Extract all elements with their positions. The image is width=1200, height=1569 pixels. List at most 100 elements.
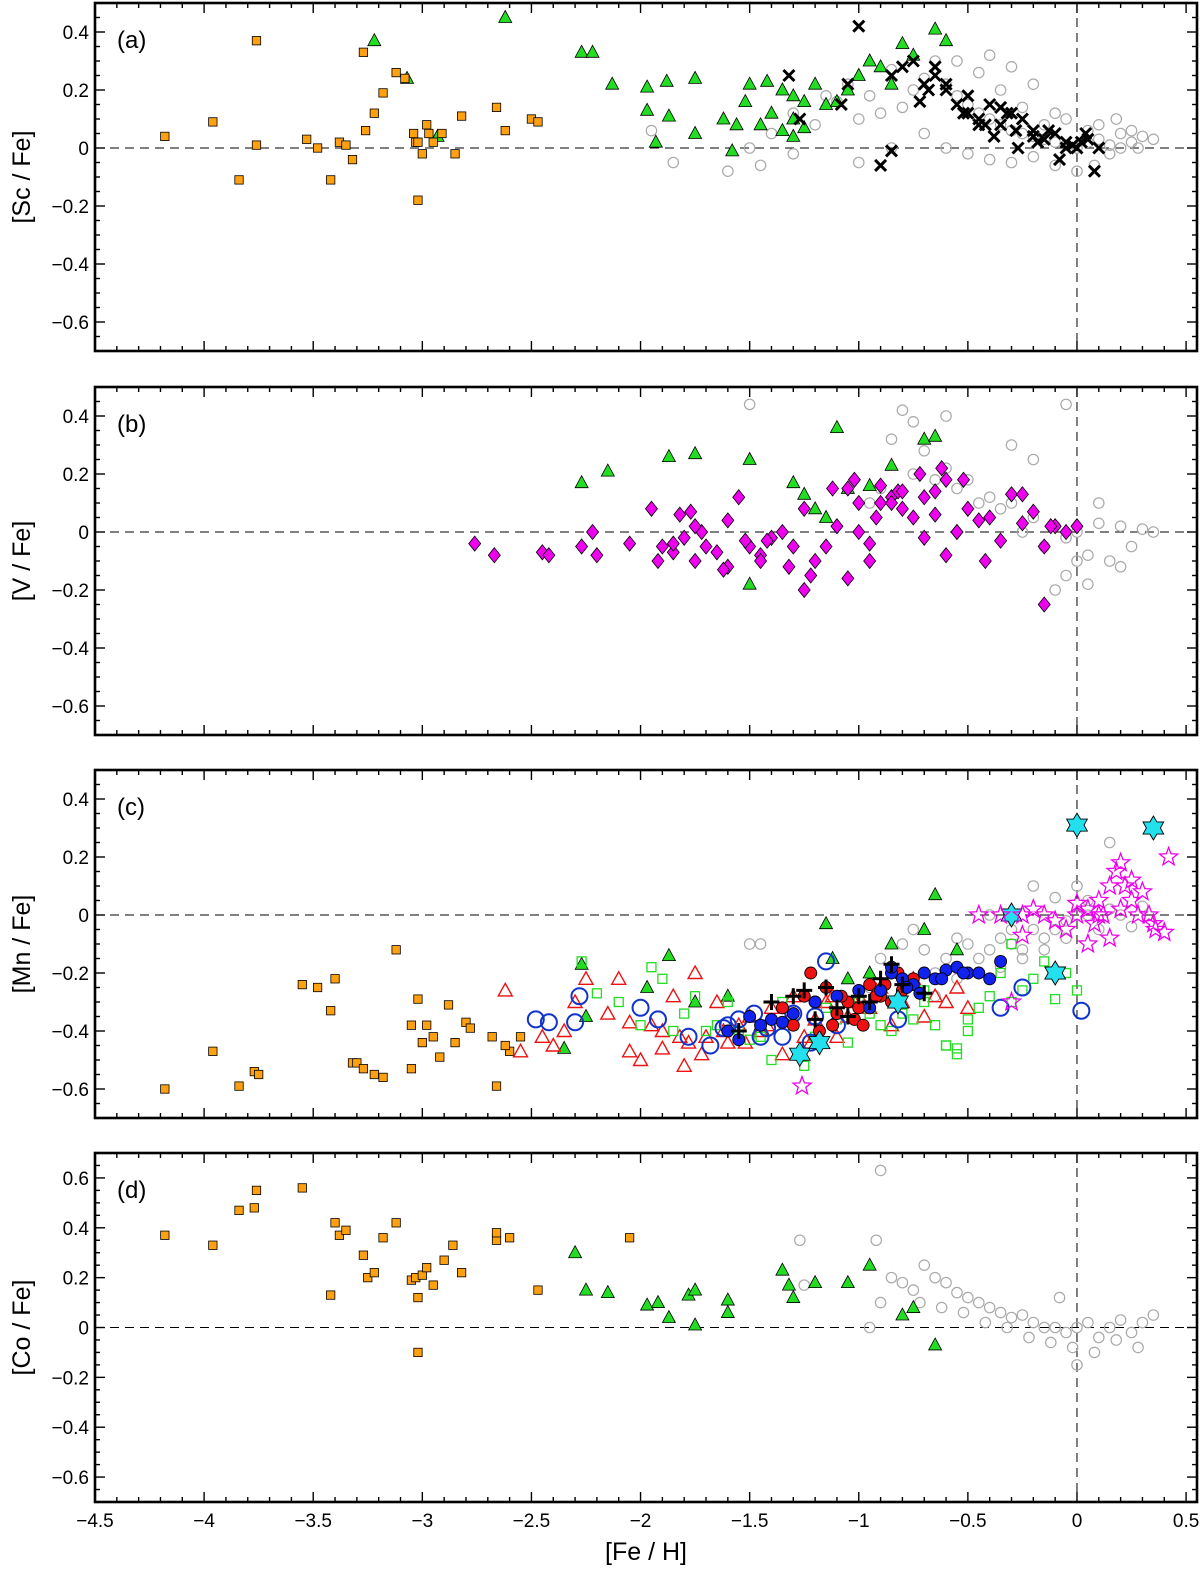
x-tick-label: 0.5 bbox=[1173, 1511, 1199, 1532]
x-tick-label: −2 bbox=[630, 1511, 652, 1532]
data-point-triangle-green bbox=[742, 451, 757, 465]
data-point-open-circle-gray bbox=[940, 410, 952, 422]
data-point-triangle-green bbox=[786, 474, 801, 489]
data-point-open-square-green bbox=[679, 1008, 690, 1019]
data-point-open-circle-blue bbox=[570, 987, 589, 1006]
data-point-cross-black bbox=[906, 54, 920, 68]
data-point-square-orange bbox=[625, 1233, 635, 1243]
data-point-open-circle-gray bbox=[1071, 880, 1083, 892]
data-point-open-circle-gray bbox=[994, 119, 1007, 131]
data-point-triangle-green bbox=[574, 474, 589, 489]
data-point-diamond-magenta bbox=[542, 547, 556, 564]
data-point-open-circle-gray bbox=[951, 932, 963, 944]
data-point-diamond-magenta bbox=[913, 465, 927, 483]
data-point-square-orange bbox=[428, 1032, 438, 1042]
data-points bbox=[160, 9, 1180, 1371]
data-point-plus-black bbox=[872, 970, 889, 987]
data-point-triangle-green bbox=[661, 108, 677, 122]
data-point-open-circle-gray bbox=[940, 952, 952, 965]
data-point-open-circle-gray bbox=[1005, 1311, 1018, 1324]
data-point-open-circle-gray bbox=[1136, 130, 1149, 143]
data-point-square-orange bbox=[341, 140, 351, 150]
data-point-square-orange bbox=[450, 1038, 460, 1048]
panel-points bbox=[160, 1164, 1160, 1371]
data-point-open-circle-gray bbox=[1103, 555, 1116, 567]
data-point-open-circle-gray bbox=[1093, 517, 1105, 530]
data-point-diamond-magenta bbox=[852, 494, 866, 512]
series-triangle-green bbox=[567, 1244, 943, 1351]
data-point-triangle-green bbox=[556, 1040, 572, 1054]
data-point-open-triangle-red bbox=[621, 1013, 638, 1029]
data-point-triangle-green bbox=[639, 79, 655, 93]
data-point-diamond-magenta bbox=[869, 509, 883, 526]
data-point-diamond-magenta bbox=[710, 544, 724, 561]
data-point-open-triangle-red bbox=[883, 1016, 900, 1032]
data-point-open-circle-gray bbox=[1093, 133, 1105, 146]
data-point-square-orange bbox=[341, 1225, 351, 1235]
data-point-diamond-magenta bbox=[874, 477, 888, 494]
data-point-open-star-magenta bbox=[1131, 880, 1154, 901]
data-point-star-cyan bbox=[1000, 902, 1023, 928]
data-point-triangle-green bbox=[600, 1284, 615, 1298]
data-point-open-circle-gray bbox=[1005, 156, 1018, 169]
y-tick-label: 0.2 bbox=[63, 848, 89, 869]
data-point-open-circle-gray bbox=[972, 66, 985, 79]
data-point-open-circle-gray bbox=[962, 1291, 974, 1304]
series-square-orange bbox=[160, 36, 543, 205]
data-point-open-triangle-red bbox=[693, 1045, 710, 1061]
data-point-open-circle-gray bbox=[765, 127, 778, 140]
data-point-open-circle-gray bbox=[1049, 159, 1061, 172]
data-point-triangle-green bbox=[829, 419, 845, 434]
data-point-open-circle-gray bbox=[885, 1271, 898, 1284]
data-point-cross-black bbox=[922, 83, 936, 97]
data-point-open-square-green bbox=[689, 991, 701, 1002]
data-point-triangle-green bbox=[578, 1008, 594, 1022]
data-point-open-circle-gray bbox=[1066, 1341, 1079, 1354]
data-point-triangle-green bbox=[720, 1304, 736, 1318]
data-point-open-circle-gray bbox=[852, 156, 865, 169]
data-point-diamond-magenta bbox=[721, 512, 735, 529]
data-point-open-triangle-red bbox=[828, 1028, 846, 1044]
data-point-diamond-magenta bbox=[1037, 538, 1051, 555]
data-point-open-square-green bbox=[1071, 985, 1083, 996]
data-point-triangle-green bbox=[807, 1274, 823, 1289]
data-point-cross-black bbox=[956, 106, 971, 120]
data-point-open-triangle-red bbox=[610, 970, 627, 985]
data-point-diamond-magenta bbox=[655, 538, 669, 555]
data-point-diamond-magenta bbox=[760, 532, 774, 549]
data-point-diamond-magenta bbox=[804, 567, 818, 584]
data-point-open-circle-blue bbox=[631, 998, 650, 1017]
data-point-diamond-magenta bbox=[863, 535, 877, 552]
data-point-cross-black bbox=[834, 97, 848, 112]
data-point-diamond-magenta bbox=[754, 552, 768, 570]
data-point-square-orange bbox=[500, 1040, 510, 1051]
data-point-square-orange bbox=[369, 108, 379, 118]
data-point-open-circle-gray bbox=[1082, 549, 1094, 561]
data-point-cross-black bbox=[841, 77, 855, 91]
data-point-square-orange bbox=[251, 140, 262, 150]
data-point-open-circle-gray bbox=[1136, 1316, 1149, 1329]
y-tick-label: 0.4 bbox=[63, 790, 90, 811]
data-point-open-circle-gray bbox=[1038, 932, 1051, 944]
data-point-open-circle-gray bbox=[1114, 520, 1127, 532]
data-point-star-cyan bbox=[1142, 815, 1165, 841]
data-point-triangle-green bbox=[797, 119, 812, 134]
data-point-open-star-magenta bbox=[989, 903, 1012, 925]
data-point-open-circle-gray bbox=[863, 90, 876, 102]
data-point-square-orange bbox=[352, 1058, 362, 1068]
data-point-square-orange bbox=[378, 1233, 388, 1243]
data-point-triangle-green bbox=[687, 445, 703, 460]
data-point-open-triangle-red bbox=[654, 1039, 671, 1055]
data-point-open-star-magenta bbox=[1120, 868, 1143, 890]
data-point-square-orange bbox=[400, 73, 410, 83]
data-point-open-circle-gray bbox=[874, 952, 887, 965]
data-point-open-square-green bbox=[995, 967, 1006, 979]
data-point-open-circle-gray bbox=[1071, 555, 1083, 567]
data-point-triangle-green bbox=[840, 1274, 856, 1289]
data-point-open-triangle-red bbox=[665, 987, 682, 1003]
data-point-filled-circle-red bbox=[826, 1018, 840, 1032]
data-point-square-orange bbox=[312, 982, 323, 993]
data-point-open-circle-gray bbox=[951, 90, 963, 102]
data-point-triangle-green bbox=[498, 9, 513, 23]
y-tick-label: −0.2 bbox=[51, 581, 89, 602]
